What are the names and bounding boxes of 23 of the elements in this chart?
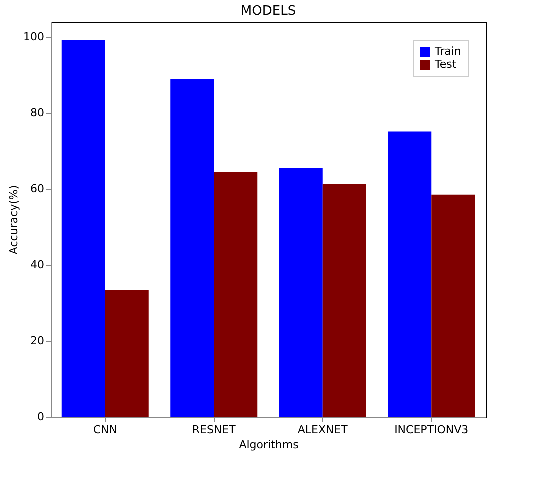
x-tick-label: INCEPTIONV3 [394, 424, 469, 436]
bar [388, 132, 432, 417]
y-tick-label: 20 [30, 334, 44, 348]
bar [432, 194, 476, 417]
x-tick-label: RESNET [192, 424, 236, 436]
bar [170, 78, 214, 417]
x-axis-title: Algorithms [239, 438, 300, 452]
bar [322, 184, 366, 417]
chart-title: MODELS [240, 4, 296, 19]
y-tick-label: 60 [30, 182, 44, 196]
y-tick-label: 80 [30, 106, 44, 120]
bar [62, 40, 106, 417]
y-tick-label: 100 [24, 30, 44, 44]
bar [279, 168, 323, 417]
bar [214, 172, 258, 417]
legend-label: Train [434, 45, 462, 58]
x-tick-label: ALEXNET [298, 424, 348, 436]
bar [105, 290, 149, 417]
y-tick-label: 40 [30, 258, 44, 272]
x-tick-label: CNN [93, 424, 118, 436]
y-axis-title: Accuracy(%) [8, 185, 21, 255]
legend-label: Test [434, 58, 458, 71]
y-tick-label: 0 [38, 410, 44, 424]
